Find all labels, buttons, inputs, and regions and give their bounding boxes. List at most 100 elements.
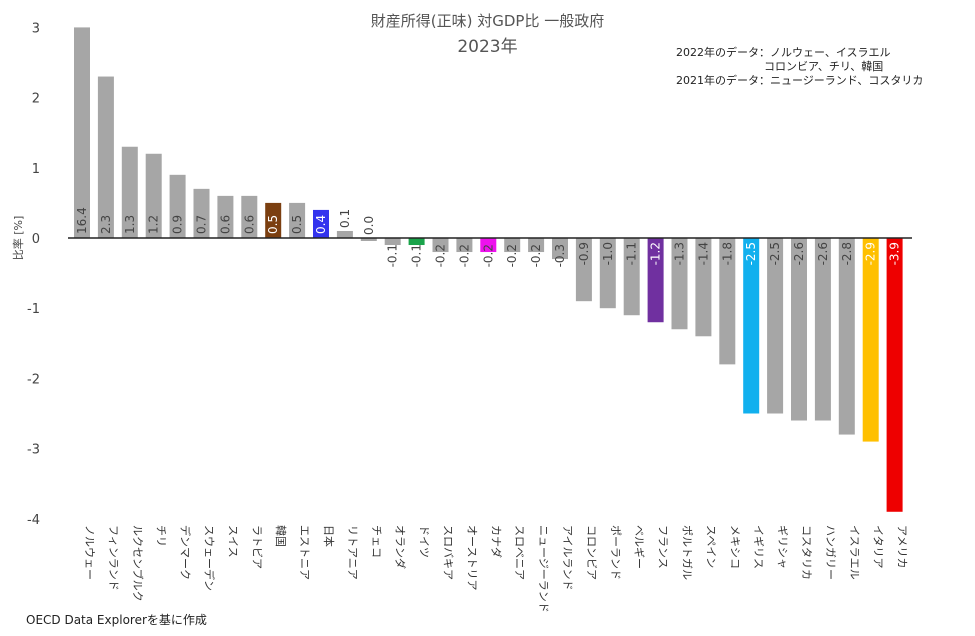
data-label: -0.2 xyxy=(529,244,543,267)
data-label: -2.8 xyxy=(840,242,854,265)
y-tick-label: 1 xyxy=(32,162,40,177)
bar xyxy=(695,238,712,337)
bar xyxy=(623,238,640,316)
data-label: -2.6 xyxy=(816,242,830,265)
y-axis-label: 比率 [%] xyxy=(11,216,25,261)
y-tick-label: -4 xyxy=(27,513,40,528)
bar xyxy=(456,238,473,253)
bar xyxy=(767,238,784,414)
data-label: 0.0 xyxy=(362,216,376,235)
x-tick-label: コロンビア xyxy=(585,525,598,580)
data-label: -0.2 xyxy=(457,244,471,267)
data-label: 0.6 xyxy=(242,215,256,234)
bar xyxy=(814,238,831,421)
x-tick-label: オーストリア xyxy=(465,525,478,590)
data-label: -0.2 xyxy=(505,244,519,267)
x-tick-label: フィンランド xyxy=(107,525,120,591)
bar xyxy=(886,238,903,512)
annotation-1: 2022年のデータ：ノルウェー、イスラエル xyxy=(676,46,891,59)
x-tick-label: スウェーデン xyxy=(203,525,217,591)
data-label: -0.2 xyxy=(481,244,495,267)
data-label: -0.1 xyxy=(386,244,400,267)
x-tick-label: ギリシャ xyxy=(776,525,789,569)
x-tick-label: ルクセンブルク xyxy=(131,525,145,602)
data-label: -0.9 xyxy=(577,242,591,265)
bar xyxy=(528,238,545,253)
bar xyxy=(121,146,138,238)
x-tick-label: スペイン xyxy=(704,525,717,568)
x-tick-label: ベルギー xyxy=(633,525,646,569)
source-note: OECD Data Explorerを基に作成 xyxy=(26,613,207,627)
bar xyxy=(97,76,114,238)
bar xyxy=(360,238,377,241)
data-label: 0.4 xyxy=(314,215,328,234)
data-label: 0.5 xyxy=(266,215,280,234)
bar xyxy=(193,188,210,238)
x-tick-label: ポーランド xyxy=(609,525,622,580)
data-label: -3.9 xyxy=(888,242,902,265)
annotation-3: 2021年のデータ：ニュージーランド、コスタリカ xyxy=(676,74,924,87)
data-label: -1.0 xyxy=(601,242,615,265)
bar xyxy=(241,195,258,238)
y-tick-label: 2 xyxy=(32,92,40,107)
y-tick-label: -3 xyxy=(27,443,40,458)
x-tick-label: スロバキア xyxy=(442,525,455,580)
data-label: -1.1 xyxy=(625,242,639,265)
x-tick-label: ハンガリー xyxy=(824,525,837,580)
bar xyxy=(862,238,879,442)
bar xyxy=(74,27,90,239)
bar xyxy=(791,238,807,421)
bar xyxy=(289,202,306,238)
bar xyxy=(169,174,186,238)
bar xyxy=(432,238,449,253)
bar xyxy=(599,238,616,309)
x-tick-label: オランダ xyxy=(394,525,408,569)
y-tick-label: 3 xyxy=(32,21,40,36)
bar xyxy=(336,230,353,238)
data-label: 16.4 xyxy=(75,207,89,234)
data-label: 0.9 xyxy=(171,215,185,234)
data-label: 0.7 xyxy=(195,215,209,234)
y-tick-label: -2 xyxy=(27,372,40,387)
x-tick-label: ドイツ xyxy=(418,525,431,558)
data-label: 1.2 xyxy=(147,215,161,234)
bar xyxy=(504,238,521,253)
data-label: -2.5 xyxy=(768,242,782,265)
data-label: -1.2 xyxy=(649,242,663,265)
y-tick-label: 0 xyxy=(32,232,40,247)
bar xyxy=(575,238,592,302)
data-label: 0.5 xyxy=(290,215,304,234)
bar xyxy=(743,238,760,414)
x-tick-label: スロベニア xyxy=(513,525,526,580)
data-label: -2.6 xyxy=(792,242,806,265)
bar xyxy=(145,153,162,238)
bar xyxy=(671,238,688,330)
bar xyxy=(313,209,329,238)
bar xyxy=(838,238,855,435)
bar xyxy=(265,202,282,238)
bar xyxy=(408,238,425,246)
bar xyxy=(480,238,497,253)
x-tick-label: メキシコ xyxy=(728,525,741,569)
bar xyxy=(217,195,234,238)
x-tick-label: フランス xyxy=(657,525,670,569)
x-tick-label: カナダ xyxy=(489,525,503,558)
data-label: 0.6 xyxy=(218,215,232,234)
x-tick-label: エストニア xyxy=(298,525,311,580)
x-tick-label: イスラエル xyxy=(848,525,861,580)
data-label: -0.3 xyxy=(553,244,567,267)
y-tick-label: -1 xyxy=(27,302,40,317)
data-label: -1.4 xyxy=(696,242,710,265)
chart-subtitle: 2023年 xyxy=(457,37,518,57)
x-tick-label: ポルトガル xyxy=(681,525,694,580)
data-label: -1.3 xyxy=(673,242,687,265)
data-label: -0.2 xyxy=(434,244,448,267)
bar xyxy=(719,238,736,365)
data-label: 0.1 xyxy=(338,209,352,228)
data-label: 2.3 xyxy=(99,215,113,234)
x-tick-label: デンマーク xyxy=(179,525,193,580)
x-tick-label: 日本 xyxy=(322,525,336,547)
data-label: -0.1 xyxy=(410,244,424,267)
